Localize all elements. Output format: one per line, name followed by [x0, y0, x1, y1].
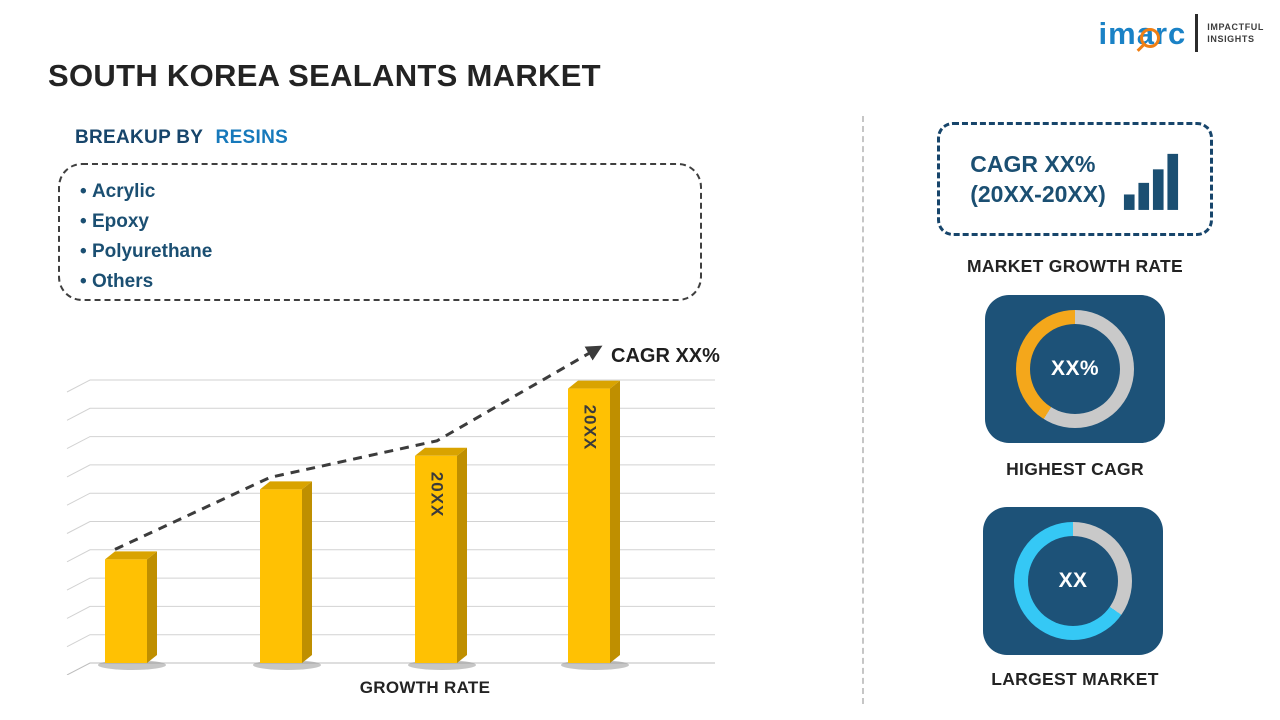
section-divider: [862, 116, 864, 704]
logo-divider-bar: [1195, 14, 1199, 52]
bar-front-face: [105, 559, 147, 663]
bar-side-face: [147, 551, 157, 663]
logo-brand: imarc: [1099, 18, 1187, 49]
bar-year-label: 20XX: [428, 472, 447, 518]
chart-x-axis-label: GROWTH RATE: [359, 678, 491, 697]
bar-side-face: [610, 380, 620, 663]
trend-cagr-label: CAGR XX%: [611, 345, 720, 367]
bar-front-face: [260, 489, 302, 663]
list-item: Epoxy: [80, 207, 700, 237]
gridline: [66, 379, 715, 393]
gridline: [66, 464, 715, 478]
highest-cagr-value: XX%: [1051, 357, 1099, 380]
largest-market-value: XX: [1058, 569, 1088, 592]
gridline: [66, 436, 715, 450]
breakup-heading-highlight: RESINS: [215, 127, 289, 148]
logo-tagline-line2: INSIGHTS: [1207, 34, 1255, 44]
gridline: [66, 521, 715, 534]
gridline: [66, 634, 715, 648]
chart-bar: 20XX: [568, 380, 620, 663]
breakup-heading: BREAKUP BY RESINS: [75, 127, 288, 149]
bar-year-label: 20XX: [581, 405, 600, 451]
chart-bars: 20XX 20XX: [105, 380, 620, 663]
bar-top-face: [415, 447, 467, 456]
bar-front-face: [568, 388, 610, 663]
chart-gridlines: [66, 379, 715, 675]
largest-market-donut: XX: [1014, 522, 1132, 640]
highest-cagr-caption: HIGHEST CAGR: [1006, 459, 1144, 479]
list-item: Acrylic: [80, 177, 700, 207]
imarc-logo: imarc IMPACTFUL INSIGHTS: [1099, 14, 1264, 52]
trend-arrow: [114, 345, 603, 551]
page-title: SOUTH KOREA SEALANTS MARKET: [48, 58, 601, 93]
largest-market-card: XX: [983, 507, 1163, 655]
highest-cagr-card: XX%: [985, 295, 1165, 443]
bar-front-face: [415, 455, 457, 663]
market-growth-rate-caption: MARKET GROWTH RATE: [966, 256, 1184, 276]
gridline: [66, 492, 715, 506]
bar-top-face: [568, 380, 620, 389]
logo-tagline: IMPACTFUL INSIGHTS: [1207, 22, 1264, 45]
bar-top-face: [260, 481, 312, 490]
largest-market-caption: LARGEST MARKET: [991, 669, 1159, 689]
chart-bar: [260, 481, 312, 663]
list-item: Polyurethane: [80, 237, 700, 267]
chart-bar: 20XX: [415, 447, 467, 663]
breakup-heading-prefix: BREAKUP BY: [75, 127, 203, 148]
bar-side-face: [302, 481, 312, 663]
bar-top-face: [105, 551, 157, 560]
chart-bar: [105, 551, 157, 663]
gridline: [66, 605, 715, 619]
bar-shadows: [98, 660, 629, 670]
gridline: [66, 662, 715, 675]
bar-side-face: [457, 447, 467, 663]
growth-rate-bar-chart: 20XX 20XX CAGR XX%: [66, 345, 720, 675]
cagr-line2: (20XX-20XX): [970, 181, 1106, 207]
cagr-text: CAGR XX% (20XX-20XX): [970, 151, 1106, 208]
highest-cagr-donut: XX%: [1016, 310, 1134, 428]
gridline: [66, 549, 715, 563]
cagr-dashed-box: CAGR XX% (20XX-20XX): [937, 122, 1213, 236]
cagr-line1: CAGR XX%: [970, 150, 1096, 177]
gridline: [66, 407, 715, 421]
logo-tagline-line1: IMPACTFUL: [1207, 21, 1264, 32]
resins-breakup-box: Acrylic Epoxy Polyurethane Others: [58, 163, 702, 301]
list-item: Others: [80, 267, 700, 297]
gridline: [66, 577, 715, 591]
magnifier-icon: [1139, 27, 1160, 48]
bar-chart-icon: [1123, 153, 1178, 210]
